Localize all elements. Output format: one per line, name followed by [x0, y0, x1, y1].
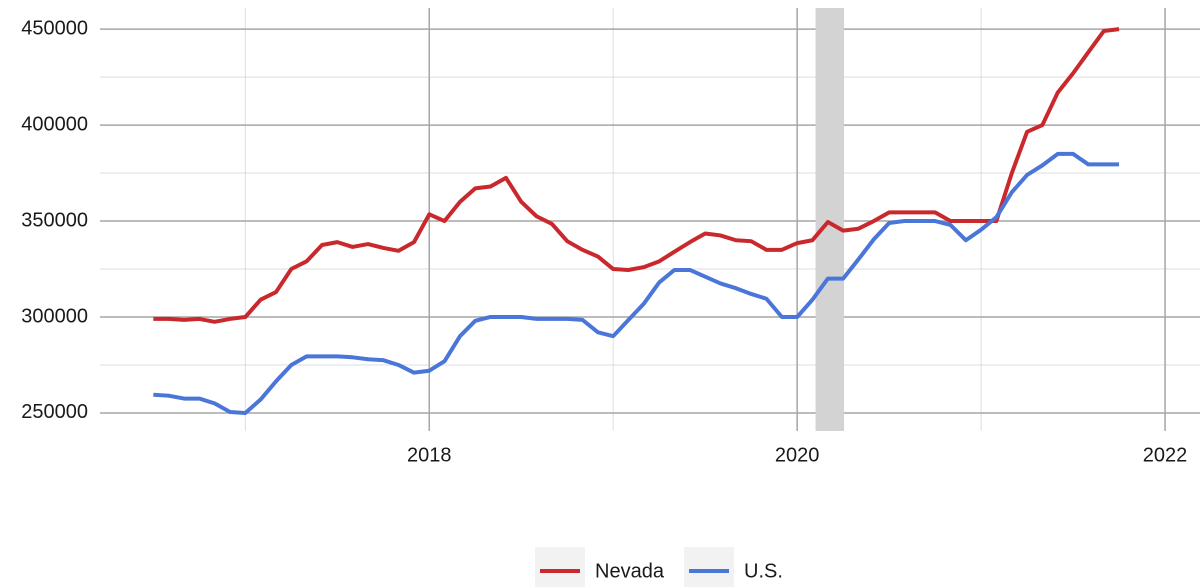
x-tick-label: 2020 [775, 444, 820, 466]
y-tick-label: 250000 [21, 401, 88, 423]
legend-label: U.S. [744, 560, 783, 582]
x-tick-label: 2022 [1143, 444, 1188, 466]
line [153, 151, 1120, 415]
y-tick-label: 300000 [21, 305, 88, 327]
legend-key [684, 547, 734, 587]
x-tick-label: 2018 [407, 444, 452, 466]
legend-key [535, 547, 585, 587]
legend-label: Nevada [595, 560, 665, 582]
y-tick-label: 400000 [21, 113, 88, 135]
y-tick-label: 450000 [21, 17, 88, 39]
y-tick-label: 350000 [21, 209, 88, 231]
line [153, 27, 1120, 324]
recession-shade [815, 8, 845, 431]
